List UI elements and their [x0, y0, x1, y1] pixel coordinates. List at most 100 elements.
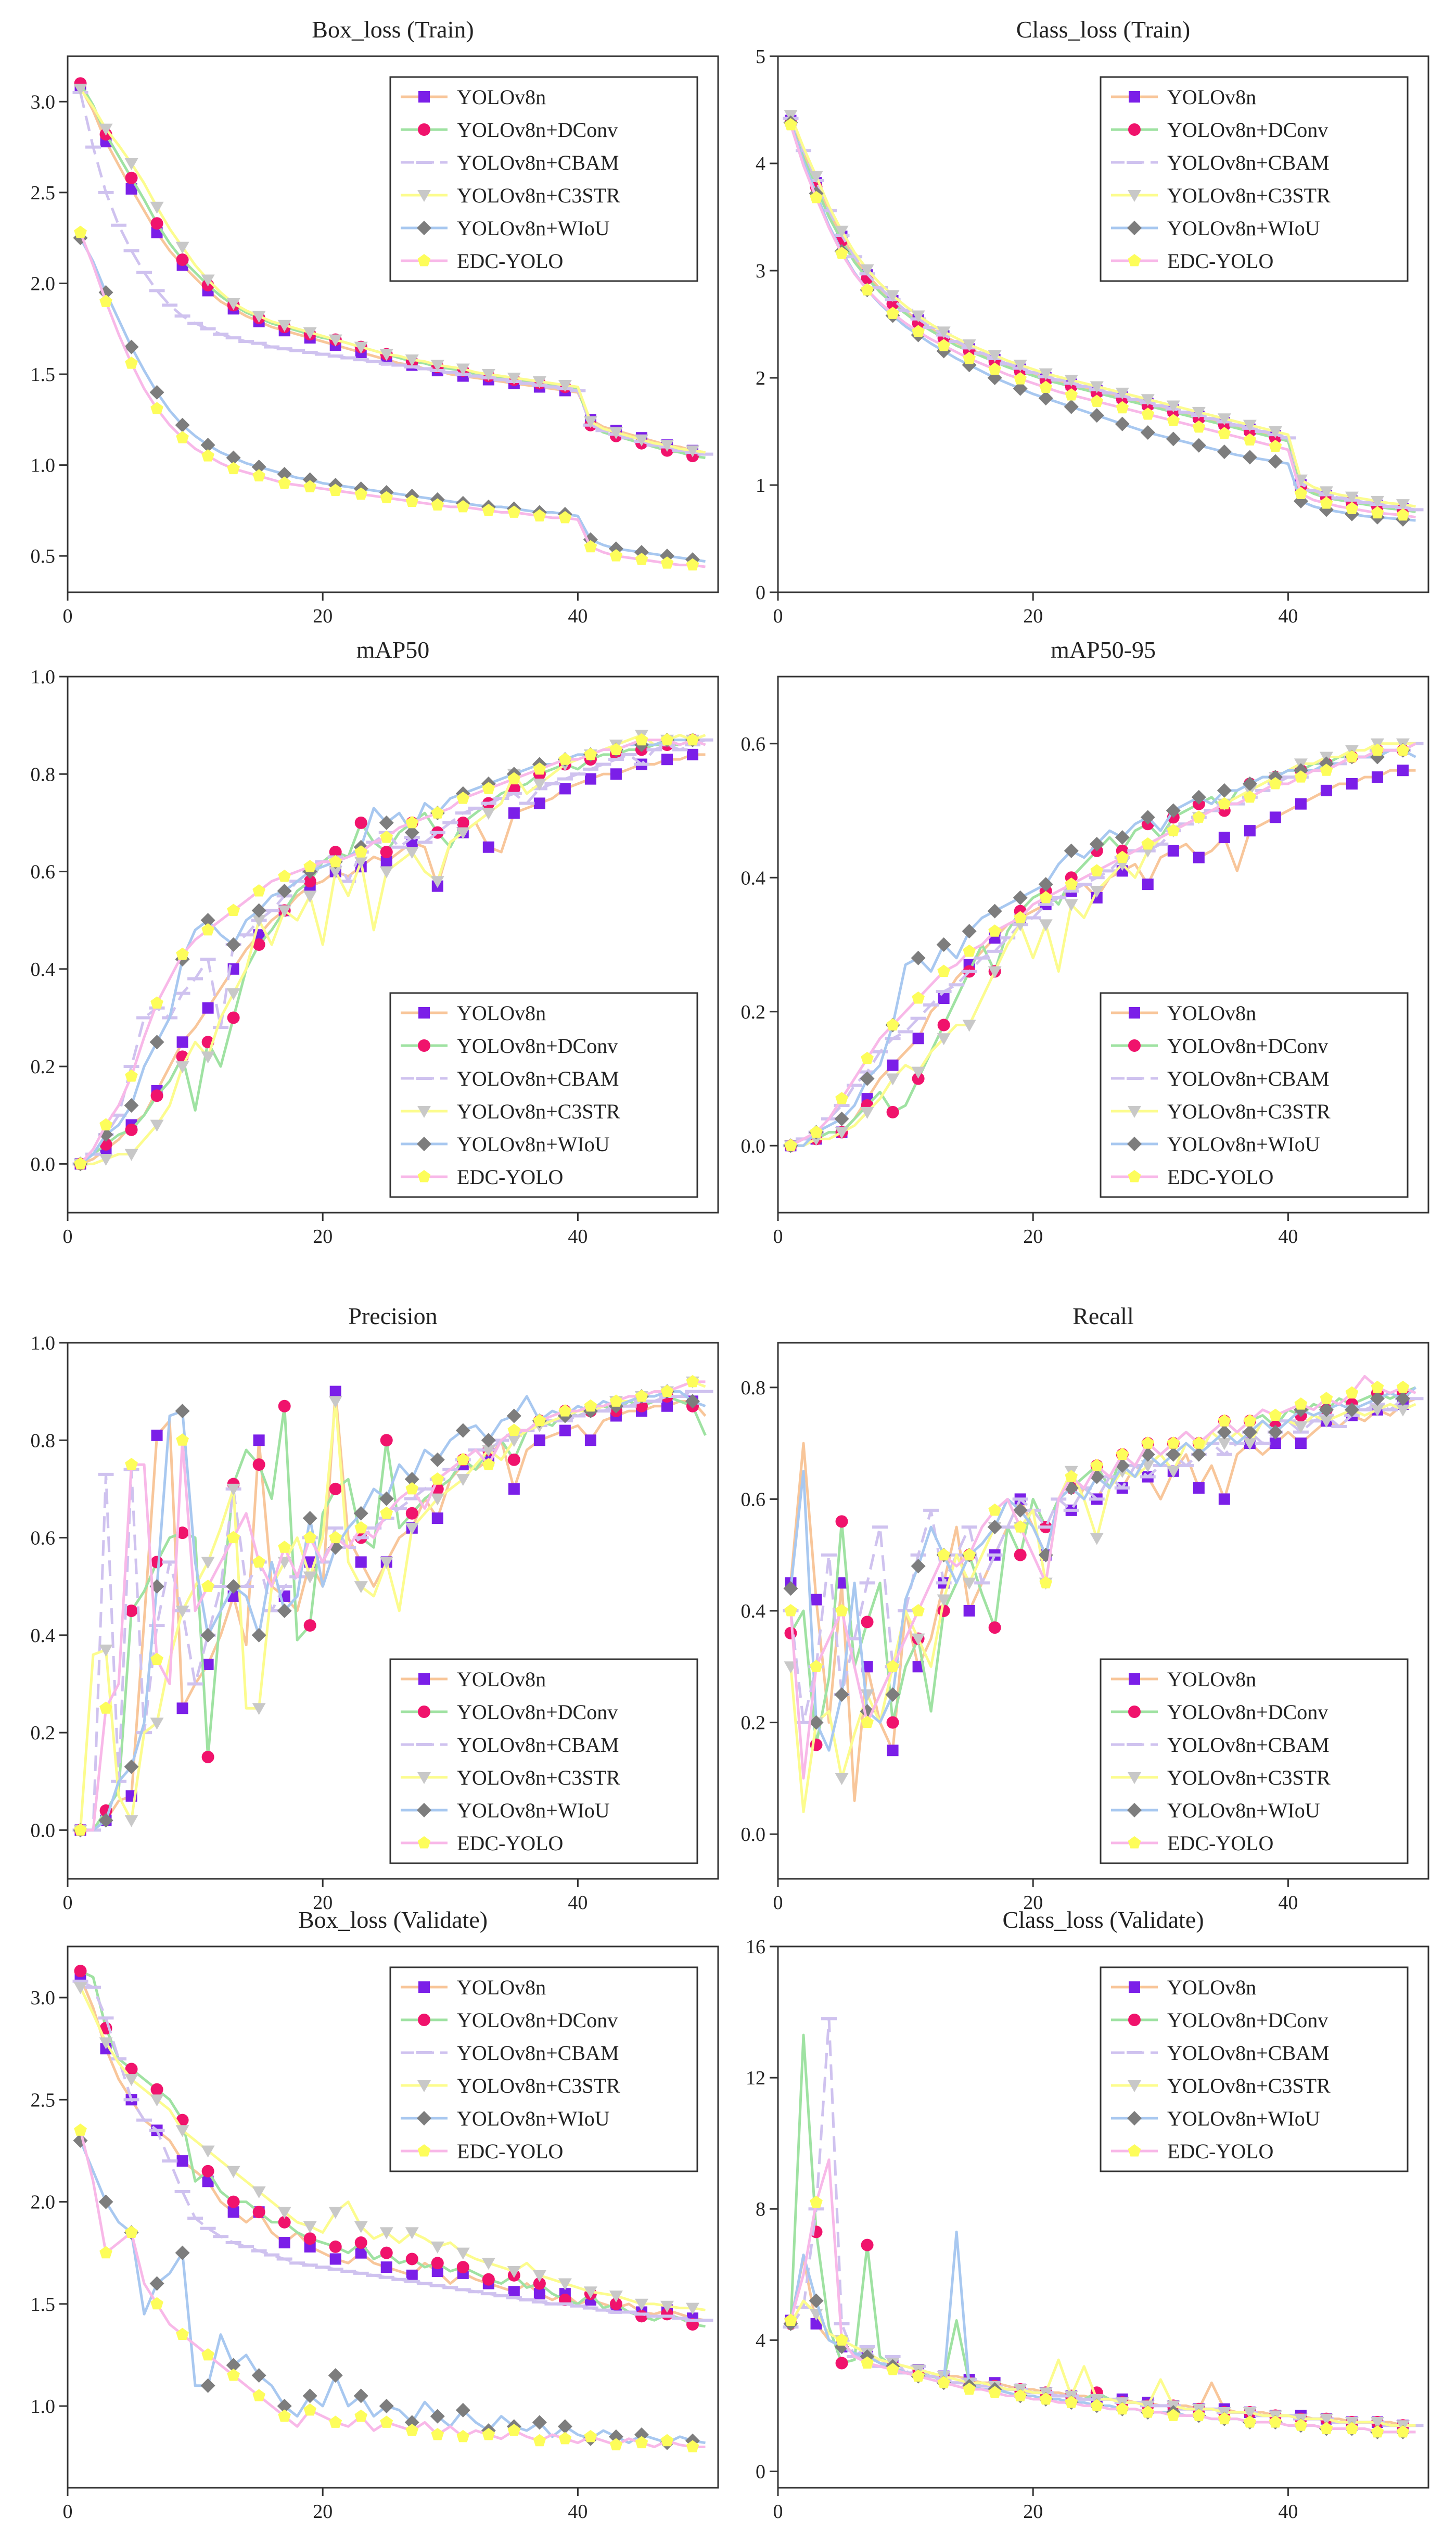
- data-point: [1191, 1447, 1206, 1462]
- data-point: [455, 2402, 470, 2418]
- plot-frame: [777, 676, 1429, 1214]
- data-point: [507, 1435, 521, 1447]
- data-point: [584, 2429, 597, 2442]
- data-point: [252, 884, 266, 897]
- data-point: [278, 869, 291, 882]
- y-tick-label: 0.0: [741, 1824, 766, 1846]
- data-point: [175, 1061, 189, 1074]
- legend-swatch-marker: [1129, 91, 1140, 103]
- legend-label: YOLOv8n+C3STR: [457, 184, 620, 207]
- data-point: [1242, 450, 1257, 465]
- data-point: [962, 339, 976, 352]
- y-tick-label: 0.6: [31, 1528, 56, 1549]
- data-point: [1013, 381, 1028, 396]
- data-point: [226, 988, 240, 1000]
- legend-label: YOLOv8n: [457, 1976, 546, 1999]
- series-line: [789, 2158, 1416, 2434]
- legend-swatch-marker: [1128, 1706, 1141, 1718]
- data-point: [252, 938, 265, 951]
- data-point: [431, 498, 444, 511]
- data-point: [660, 733, 674, 746]
- data-point: [1396, 508, 1410, 521]
- legend-box: [389, 1966, 698, 2172]
- data-point: [1346, 778, 1358, 790]
- legend-swatch-marker: [417, 1106, 431, 1118]
- legend-swatch-marker: [1127, 1803, 1142, 1817]
- data-point: [176, 2327, 189, 2340]
- data-point: [481, 808, 495, 820]
- data-point: [583, 416, 597, 428]
- data-point: [278, 476, 291, 489]
- data-point: [430, 1493, 444, 1506]
- data-point: [635, 2436, 648, 2449]
- data-point: [1345, 750, 1359, 763]
- data-point: [150, 402, 163, 414]
- x-tick-label: 20: [313, 605, 333, 627]
- data-point: [507, 373, 521, 385]
- legend-label: EDC-YOLO: [1167, 1165, 1273, 1189]
- data-point: [583, 2286, 597, 2299]
- x-tick-label: 20: [1023, 605, 1043, 627]
- legend: YOLOv8n YOLOv8n+DConv YOLOv8n+CBAM YOLOv8n+…: [1100, 1966, 1409, 2172]
- data-point: [1166, 803, 1181, 818]
- y-tick-label: 0.8: [31, 1430, 56, 1452]
- legend-swatch-marker: [418, 91, 430, 103]
- data-point: [1014, 1520, 1027, 1533]
- data-point: [609, 2297, 622, 2310]
- plot-area: [783, 110, 1424, 527]
- data-point: [1116, 2402, 1129, 2415]
- data-point: [1013, 1503, 1028, 1518]
- data-point: [99, 1701, 112, 1714]
- data-point: [1268, 454, 1283, 469]
- data-point: [303, 860, 317, 872]
- data-point: [303, 327, 317, 339]
- data-point: [1141, 1436, 1155, 1449]
- data-point: [608, 2429, 623, 2444]
- data-point: [508, 1483, 520, 1495]
- chart-title: Precision: [348, 1303, 437, 1329]
- chart-panel: Class_loss (Train)0 20 40012345YOLOv8nYOLO…: [756, 16, 1429, 627]
- data-point: [1064, 399, 1079, 414]
- data-point: [405, 354, 419, 367]
- y-tick-label: 16: [746, 1936, 765, 1958]
- data-point: [1268, 426, 1282, 438]
- data-point: [963, 1605, 975, 1617]
- data-point: [430, 2241, 444, 2254]
- data-point: [380, 831, 393, 843]
- data-point: [635, 553, 648, 565]
- data-point: [124, 339, 139, 354]
- data-point: [176, 1036, 188, 1048]
- data-point: [860, 1071, 875, 1086]
- y-tick-label: 0.0: [31, 1820, 56, 1841]
- data-point: [1244, 825, 1256, 837]
- data-point: [533, 509, 546, 521]
- legend-box: [1100, 1966, 1409, 2172]
- series-edc-yolo: [784, 118, 1416, 521]
- legend-box: [1100, 1658, 1409, 1864]
- y-tick-label: 0.4: [31, 1625, 56, 1647]
- data-point: [860, 264, 874, 276]
- data-point: [405, 1507, 418, 1520]
- data-point: [175, 2245, 190, 2260]
- data-point: [226, 937, 241, 952]
- data-point: [1242, 1424, 1257, 1440]
- data-point: [1039, 2392, 1053, 2405]
- data-point: [405, 2253, 418, 2266]
- legend-label: EDC-YOLO: [1167, 1831, 1273, 1855]
- data-point: [303, 875, 316, 888]
- data-point: [150, 2297, 163, 2310]
- y-tick-label: 0.6: [741, 1488, 766, 1510]
- data-point: [150, 217, 163, 230]
- y-tick-label: 0.2: [31, 1056, 56, 1078]
- data-point: [176, 1526, 189, 1539]
- data-point: [634, 434, 648, 447]
- series-line: [789, 1386, 1417, 1752]
- plot-area: [72, 77, 713, 571]
- data-point: [1014, 2389, 1027, 2402]
- data-point: [937, 339, 950, 351]
- y-tick-label: 2.5: [31, 182, 56, 204]
- y-tick-label: 0.2: [31, 1722, 56, 1744]
- data-point: [686, 733, 699, 746]
- data-point: [660, 2434, 674, 2447]
- data-point: [1320, 764, 1333, 776]
